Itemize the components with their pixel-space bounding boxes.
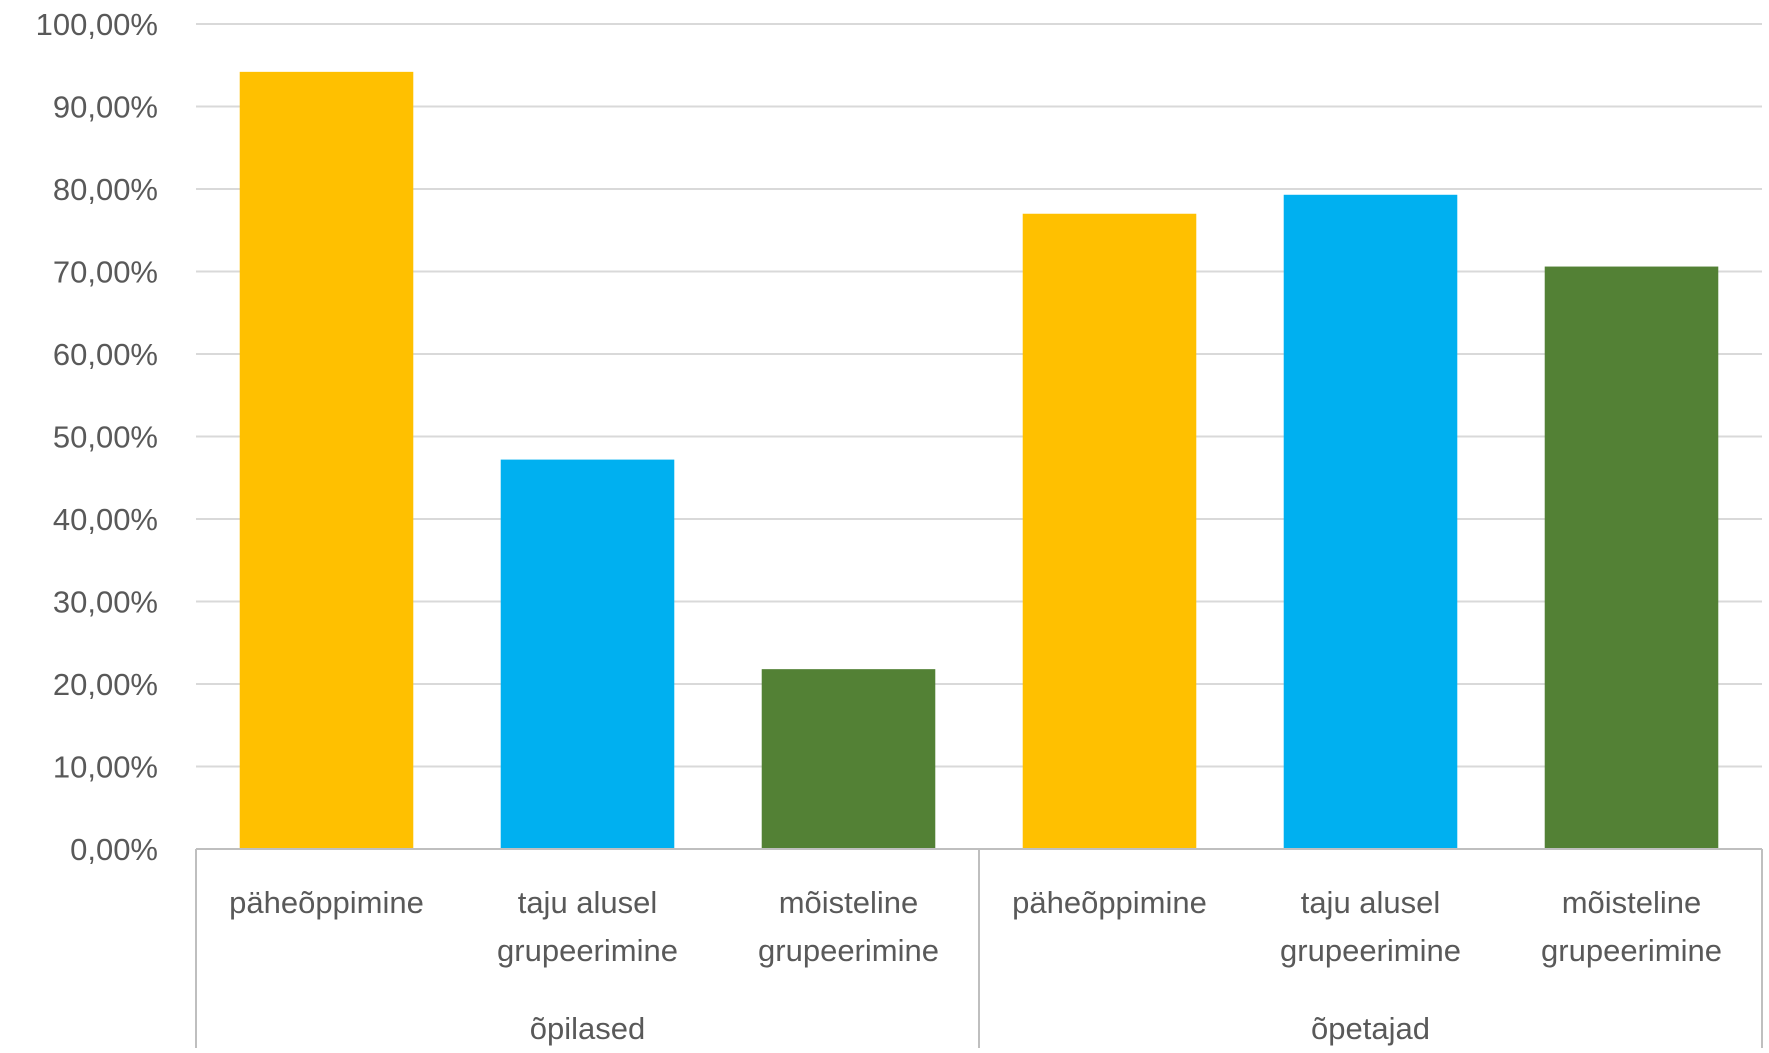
x-category-label: mõisteline [1562, 885, 1702, 920]
x-category-label: taju alusel [518, 885, 658, 920]
x-category-label: taju alusel [1301, 885, 1441, 920]
x-category-label: päheõppimine [1012, 885, 1207, 920]
bar [1283, 194, 1458, 849]
bar [500, 459, 675, 849]
y-tick-label: 50,00% [53, 420, 158, 455]
x-group-label: õpetajad [1311, 1011, 1430, 1046]
y-tick-label: 60,00% [53, 337, 158, 372]
gridlines [196, 23, 1762, 768]
y-tick-label: 20,00% [53, 667, 158, 702]
x-category-label: mõisteline [779, 885, 919, 920]
y-tick-label: 100,00% [36, 7, 158, 42]
y-tick-label: 0,00% [70, 832, 158, 867]
y-axis-ticks: 0,00% 10,00% 20,00% 30,00% 40,00% 50,00% 60,00… [36, 7, 158, 867]
x-group-label: õpilased [530, 1011, 645, 1046]
x-category-label: grupeerimine [497, 933, 678, 968]
bar [1022, 213, 1197, 849]
y-tick-label: 10,00% [53, 750, 158, 785]
bars [239, 71, 1719, 850]
bar [239, 71, 414, 850]
x-category-label: grupeerimine [1541, 933, 1722, 968]
y-tick-label: 40,00% [53, 502, 158, 537]
y-tick-label: 30,00% [53, 585, 158, 620]
x-category-label: päheõppimine [229, 885, 424, 920]
x-axis: päheõppimine taju alusel grupeerimine mõist… [195, 848, 1763, 1048]
y-tick-label: 80,00% [53, 172, 158, 207]
x-category-label: grupeerimine [1280, 933, 1461, 968]
bar [1544, 266, 1719, 849]
x-category-label: grupeerimine [758, 933, 939, 968]
y-tick-label: 70,00% [53, 255, 158, 290]
y-tick-label: 90,00% [53, 90, 158, 125]
bar [761, 669, 936, 849]
